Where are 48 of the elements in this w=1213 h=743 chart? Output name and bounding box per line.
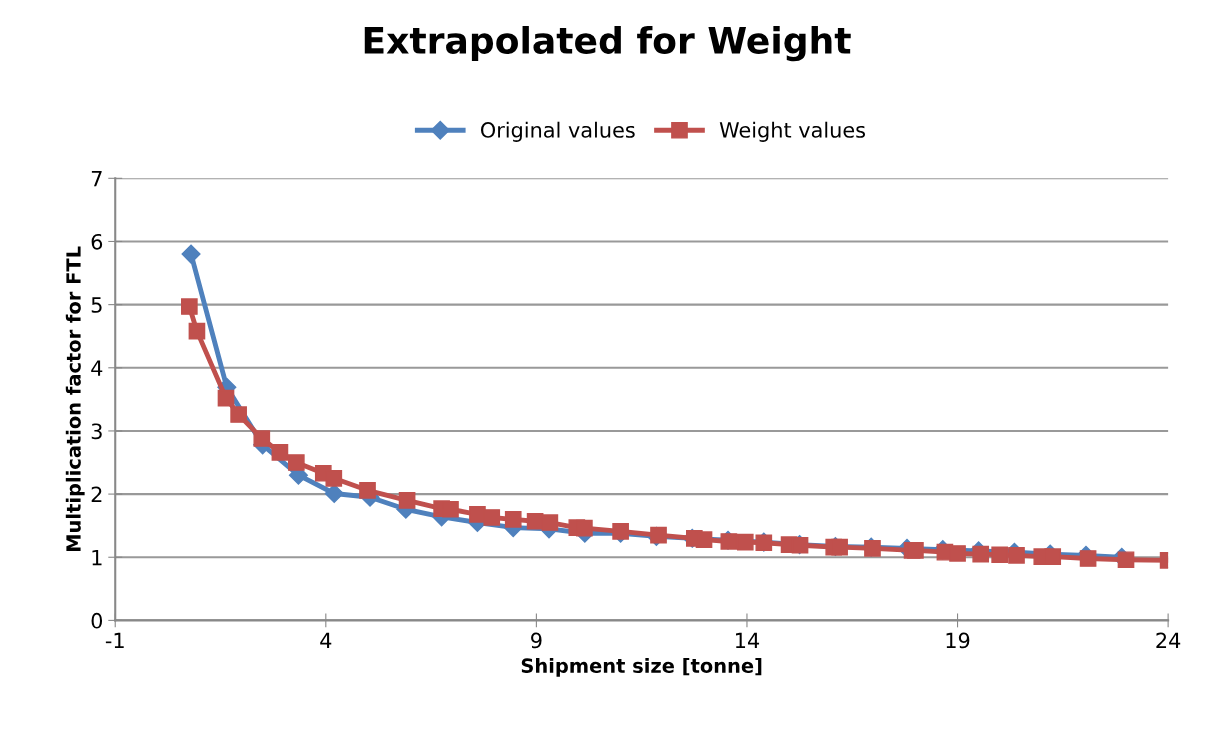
point bbox=[483, 509, 501, 526]
point bbox=[991, 546, 1008, 564]
point bbox=[736, 533, 754, 551]
point bbox=[359, 481, 376, 499]
chart-title: Extrapolated for Weight bbox=[364, 26, 851, 62]
point bbox=[576, 519, 593, 537]
point bbox=[1044, 548, 1062, 565]
point bbox=[188, 322, 206, 340]
y-tick-label: 4 bbox=[91, 360, 103, 376]
point bbox=[526, 512, 544, 530]
y-tick-label: 6 bbox=[91, 233, 103, 250]
y-tick-label: 7 bbox=[91, 171, 102, 187]
point bbox=[253, 430, 271, 447]
legend-label: Weight values bbox=[719, 121, 866, 142]
point bbox=[650, 526, 667, 544]
point bbox=[442, 500, 459, 518]
y-tick-label: 2 bbox=[91, 486, 102, 503]
point bbox=[1117, 551, 1135, 569]
point bbox=[695, 531, 713, 548]
y-axis-title: Multiplication factor for FTL bbox=[65, 246, 85, 552]
x-tick-label: 14 bbox=[736, 632, 760, 649]
x-tick-label: 4 bbox=[320, 632, 332, 649]
point bbox=[612, 523, 629, 540]
x-axis-title: Shipment size [tonne] bbox=[521, 657, 762, 677]
point bbox=[541, 514, 559, 531]
point bbox=[230, 406, 247, 423]
y-tick-label: 3 bbox=[91, 423, 102, 440]
point bbox=[287, 454, 305, 471]
x-tick-label: -1 bbox=[105, 632, 124, 649]
point bbox=[949, 545, 966, 562]
y-tick-label: 0 bbox=[91, 612, 103, 629]
point bbox=[181, 244, 201, 264]
point bbox=[907, 541, 924, 559]
y-tick-label: 5 bbox=[91, 297, 102, 313]
point bbox=[325, 469, 343, 487]
point bbox=[1008, 547, 1025, 564]
point bbox=[217, 389, 235, 407]
point bbox=[271, 444, 289, 461]
point bbox=[831, 538, 848, 556]
point bbox=[504, 511, 522, 528]
point bbox=[398, 492, 416, 509]
point bbox=[181, 298, 198, 315]
y-tick-label: 1 bbox=[92, 549, 102, 566]
point bbox=[1079, 550, 1097, 567]
x-tick-label: 19 bbox=[946, 632, 970, 649]
x-tick-label: 24 bbox=[1156, 632, 1181, 649]
legend-label: Original values bbox=[481, 121, 635, 142]
x-tick-label: 9 bbox=[531, 632, 542, 649]
